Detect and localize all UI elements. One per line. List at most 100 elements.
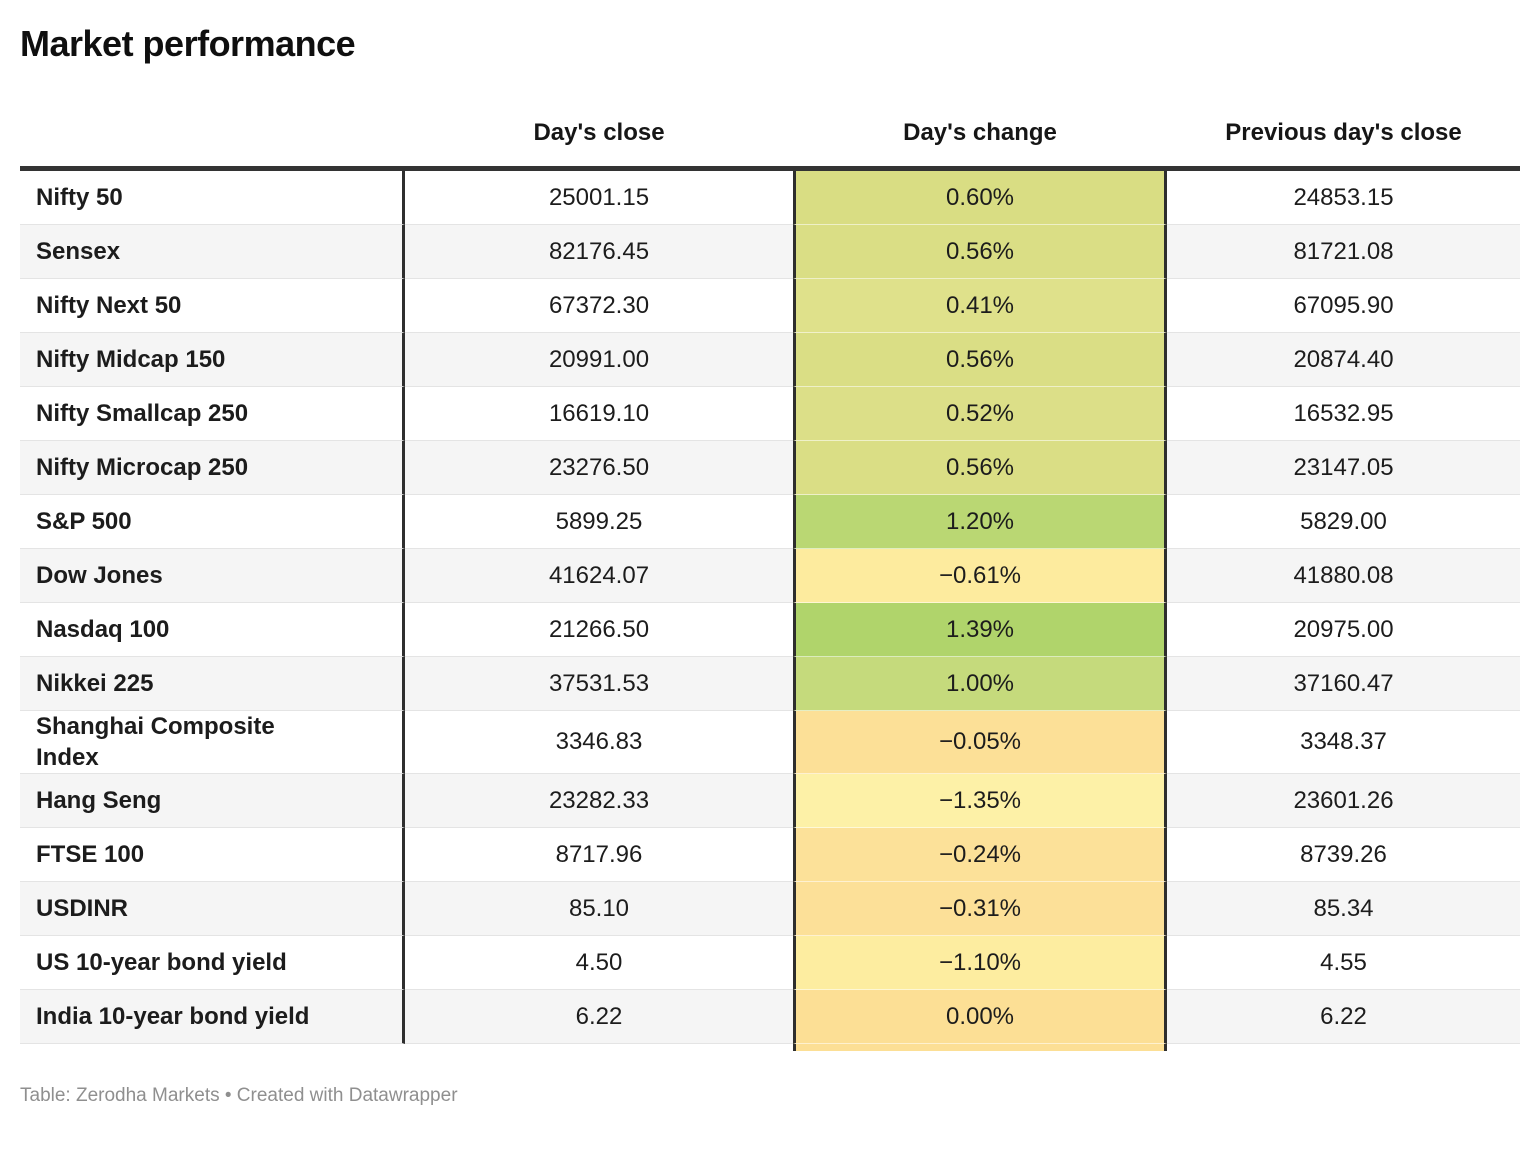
row-label: Nikkei 225	[36, 670, 154, 697]
previous-days-close-cell: 8739.26	[1167, 828, 1520, 882]
days-change-cell: 0.56%	[793, 225, 1167, 279]
row-label: Nifty Microcap 250	[36, 454, 249, 481]
row-label: Nifty Next 50	[36, 292, 182, 319]
row-label: Sensex	[36, 238, 121, 265]
days-close-cell: 6.22	[405, 990, 793, 1044]
days-close-cell: 82176.45	[405, 225, 793, 279]
table-row: S&P 500 5899.25 1.20% 5829.00	[20, 495, 1520, 549]
row-label-cell: Nasdaq 100	[20, 603, 405, 657]
row-label-cell: FTSE 100	[20, 828, 405, 882]
row-label-cell: USDINR	[20, 882, 405, 936]
days-change-cell: 0.00%	[793, 990, 1167, 1044]
strip-spacer-label	[20, 1044, 405, 1051]
table-row: Nifty Next 50 67372.30 0.41% 67095.90	[20, 279, 1520, 333]
days-change-cell: −0.31%	[793, 882, 1167, 936]
row-label-cell: Shanghai Composite Index	[20, 711, 405, 774]
previous-days-close-cell: 5829.00	[1167, 495, 1520, 549]
previous-days-close-cell: 23147.05	[1167, 441, 1520, 495]
previous-days-close-cell: 85.34	[1167, 882, 1520, 936]
row-label: FTSE 100	[36, 841, 145, 868]
days-close-cell: 3346.83	[405, 711, 793, 774]
table-row: Nifty Midcap 150 20991.00 0.56% 20874.40	[20, 333, 1520, 387]
table-body: Nifty 50 25001.15 0.60% 24853.15 Sensex …	[20, 171, 1520, 1044]
row-label-cell: India 10-year bond yield	[20, 990, 405, 1044]
previous-days-close-cell: 6.22	[1167, 990, 1520, 1044]
row-label: US 10-year bond yield	[36, 949, 287, 976]
strip-spacer-close	[405, 1044, 793, 1051]
days-change-cell: 1.39%	[793, 603, 1167, 657]
column-header-days-close: Day's close	[533, 119, 665, 146]
days-change-cell: −0.05%	[793, 711, 1167, 774]
attribution-text: Table: Zerodha Markets • Created with Da…	[20, 1085, 458, 1106]
days-change-cell: 0.56%	[793, 333, 1167, 387]
days-close-cell: 23276.50	[405, 441, 793, 495]
table-row: Nifty 50 25001.15 0.60% 24853.15	[20, 171, 1520, 225]
table-row: FTSE 100 8717.96 −0.24% 8739.26	[20, 828, 1520, 882]
table-row: Nikkei 225 37531.53 1.00% 37160.47	[20, 657, 1520, 711]
row-label: USDINR	[36, 895, 129, 922]
days-change-cell: −0.61%	[793, 549, 1167, 603]
previous-days-close-cell: 20874.40	[1167, 333, 1520, 387]
previous-days-close-cell: 16532.95	[1167, 387, 1520, 441]
days-change-cell: 1.00%	[793, 657, 1167, 711]
row-label-cell: Nikkei 225	[20, 657, 405, 711]
row-label-cell: Sensex	[20, 225, 405, 279]
days-change-cell: −0.24%	[793, 828, 1167, 882]
row-label: Nifty 50	[36, 184, 123, 211]
row-label-cell: Nifty Midcap 150	[20, 333, 405, 387]
days-close-cell: 5899.25	[405, 495, 793, 549]
days-close-cell: 41624.07	[405, 549, 793, 603]
days-close-cell: 67372.30	[405, 279, 793, 333]
row-label-cell: S&P 500	[20, 495, 405, 549]
days-close-cell: 4.50	[405, 936, 793, 990]
days-change-cell: 1.20%	[793, 495, 1167, 549]
row-label: India 10-year bond yield	[36, 1003, 310, 1030]
previous-days-close-cell: 23601.26	[1167, 774, 1520, 828]
page-title: Market performance	[20, 23, 356, 64]
table-row: Nifty Microcap 250 23276.50 0.56% 23147.…	[20, 441, 1520, 495]
row-label: Nasdaq 100	[36, 616, 170, 643]
column-header-days-change: Day's change	[903, 119, 1057, 146]
previous-days-close-cell: 3348.37	[1167, 711, 1520, 774]
table-row: US 10-year bond yield 4.50 −1.10% 4.55	[20, 936, 1520, 990]
row-label-cell: Hang Seng	[20, 774, 405, 828]
previous-days-close-cell: 24853.15	[1167, 171, 1520, 225]
column-header-previous-days-close: Previous day's close	[1225, 119, 1462, 146]
previous-days-close-cell: 81721.08	[1167, 225, 1520, 279]
previous-days-close-cell: 20975.00	[1167, 603, 1520, 657]
days-close-cell: 21266.50	[405, 603, 793, 657]
table-header-row: Day's close Day's change Previous day's …	[20, 118, 1520, 171]
row-label-cell: Nifty 50	[20, 171, 405, 225]
table-row: USDINR 85.10 −0.31% 85.34	[20, 882, 1520, 936]
row-label: Dow Jones	[36, 562, 163, 589]
row-label: Nifty Smallcap 250	[36, 400, 249, 427]
days-close-cell: 8717.96	[405, 828, 793, 882]
days-close-cell: 25001.15	[405, 171, 793, 225]
row-label: Shanghai Composite Index	[36, 713, 275, 771]
table-row: Sensex 82176.45 0.56% 81721.08	[20, 225, 1520, 279]
row-label-cell: US 10-year bond yield	[20, 936, 405, 990]
days-change-cell: 0.56%	[793, 441, 1167, 495]
previous-days-close-cell: 41880.08	[1167, 549, 1520, 603]
days-change-cell: −1.10%	[793, 936, 1167, 990]
table-row: Hang Seng 23282.33 −1.35% 23601.26	[20, 774, 1520, 828]
row-label: Hang Seng	[36, 787, 162, 814]
days-change-cell: 0.41%	[793, 279, 1167, 333]
column-header-empty	[20, 118, 405, 148]
row-label-cell: Nifty Smallcap 250	[20, 387, 405, 441]
days-change-cell: −1.35%	[793, 774, 1167, 828]
days-close-cell: 85.10	[405, 882, 793, 936]
days-close-cell: 37531.53	[405, 657, 793, 711]
table-row: Nifty Smallcap 250 16619.10 0.52% 16532.…	[20, 387, 1520, 441]
row-label-cell: Nifty Microcap 250	[20, 441, 405, 495]
previous-days-close-cell: 37160.47	[1167, 657, 1520, 711]
days-close-cell: 16619.10	[405, 387, 793, 441]
days-change-cell: 0.60%	[793, 171, 1167, 225]
strip-change-cell	[793, 1044, 1167, 1051]
table-row: Nasdaq 100 21266.50 1.39% 20975.00	[20, 603, 1520, 657]
previous-days-close-cell: 67095.90	[1167, 279, 1520, 333]
row-label-cell: Dow Jones	[20, 549, 405, 603]
days-close-cell: 23282.33	[405, 774, 793, 828]
row-label: Nifty Midcap 150	[36, 346, 226, 373]
change-column-bottom-strip	[20, 1044, 1520, 1051]
